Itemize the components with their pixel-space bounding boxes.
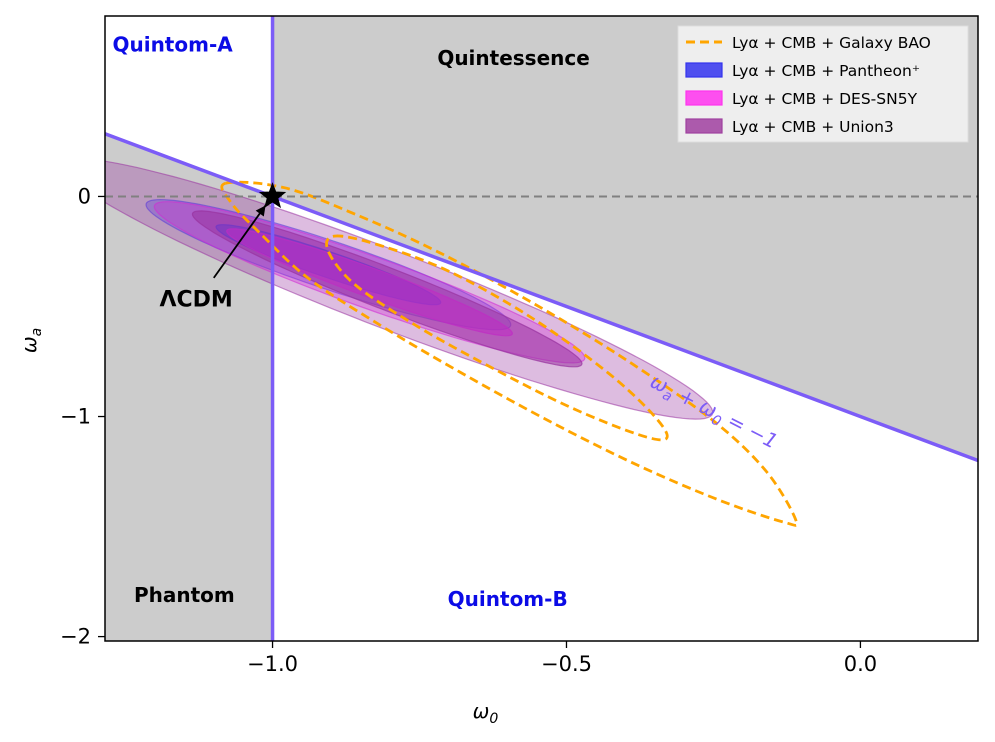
legend-label-union: Lyα + CMB + Union3 <box>732 118 894 136</box>
legend-label-bao: Lyα + CMB + Galaxy BAO <box>732 34 931 52</box>
legend-label-pantheon: Lyα + CMB + Pantheon⁺ <box>732 62 920 80</box>
bao-contour-2sigma <box>220 180 799 527</box>
contours <box>105 160 799 527</box>
lcdm-star-marker <box>258 182 287 209</box>
phantom-region <box>105 133 273 641</box>
y-tick-label: 0 <box>78 184 91 208</box>
lcdm-label: ΛCDM <box>159 288 232 313</box>
lcdm-arrow <box>213 204 267 279</box>
x-tick-label: −0.5 <box>541 652 592 676</box>
legend-box <box>677 25 969 143</box>
legend: Lyα + CMB + Galaxy BAO Lyα + CMB + Panthe… <box>677 25 969 143</box>
x-axis-label: ω0 <box>473 699 499 727</box>
legend-swatch-pantheon <box>685 62 723 78</box>
y-axis-label: ωa <box>17 328 45 353</box>
union-contour-1sigma <box>191 210 583 368</box>
region-label-phantom: Phantom <box>134 583 235 607</box>
y-tick-label: −2 <box>60 625 91 649</box>
boundary-line-diagonal <box>105 132 978 463</box>
x-axis-label-sub: 0 <box>489 711 498 727</box>
bao-contour-1sigma <box>325 234 669 442</box>
diagonal-label-part: = −1 <box>718 405 781 453</box>
legend-swatch-union <box>685 118 723 134</box>
x-tick-label: 0.0 <box>844 652 877 676</box>
region-label-quintessence: Quintessence <box>437 46 590 70</box>
lcdm-arrowhead <box>255 205 266 217</box>
plot-frame <box>104 15 979 642</box>
region-label-quintom_a: Quintom-A <box>112 33 233 57</box>
legend-swatch-des <box>685 90 723 106</box>
boundary-lines <box>105 16 978 641</box>
axes: −1.0 −0.5 0.0 0 −1 −2 ω0 ωa <box>17 15 979 727</box>
y-tick-label: −1 <box>60 405 91 429</box>
legend-label-des: Lyα + CMB + DES-SN5Y <box>732 90 918 108</box>
region-label-quintom_b: Quintom-B <box>448 587 568 611</box>
x-tick-label: −1.0 <box>247 652 298 676</box>
y-axis-label-sub: a <box>29 328 45 337</box>
